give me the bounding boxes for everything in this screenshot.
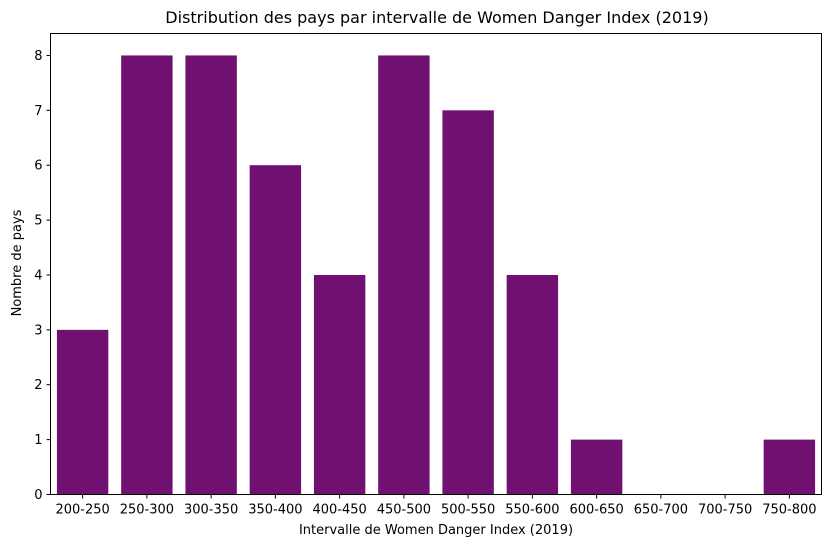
y-tick-label: 7 bbox=[34, 104, 42, 119]
y-tick-label: 5 bbox=[34, 214, 42, 229]
y-tick-label: 3 bbox=[34, 323, 42, 338]
x-tick-label: 250-300 bbox=[120, 503, 174, 518]
x-tick-label: 300-350 bbox=[184, 503, 238, 518]
x-tick-label: 700-750 bbox=[698, 503, 752, 518]
y-tick-label: 6 bbox=[34, 159, 42, 174]
y-axis-title: Nombre de pays bbox=[10, 209, 25, 316]
x-tick-label: 600-650 bbox=[569, 503, 623, 518]
chart-title: Distribution des pays par intervalle de … bbox=[165, 8, 708, 27]
bar-750-800 bbox=[763, 439, 816, 495]
bar-350-400 bbox=[249, 165, 302, 495]
y-tick-label: 8 bbox=[34, 49, 42, 64]
y-tick-label: 1 bbox=[34, 433, 42, 448]
y-tick-label: 0 bbox=[34, 488, 42, 503]
y-tick-label: 2 bbox=[34, 378, 42, 393]
x-tick-label: 350-400 bbox=[248, 503, 302, 518]
x-tick-label: 400-450 bbox=[312, 503, 366, 518]
x-tick-label: 200-250 bbox=[55, 503, 109, 518]
bar-200-250 bbox=[56, 329, 109, 495]
bar-400-450 bbox=[313, 274, 366, 495]
bars-layer bbox=[56, 55, 816, 495]
x-tick-label: 650-700 bbox=[634, 503, 688, 518]
x-tick-label: 500-550 bbox=[441, 503, 495, 518]
bar-500-550 bbox=[442, 110, 494, 495]
plot-frame bbox=[50, 33, 822, 495]
x-axis-title: Intervalle de Women Danger Index (2019) bbox=[299, 523, 573, 538]
y-tick-label: 4 bbox=[34, 268, 42, 283]
bar-550-600 bbox=[506, 274, 559, 495]
bar-250-300 bbox=[121, 55, 173, 495]
x-tick-label: 750-800 bbox=[762, 503, 816, 518]
bar-300-350 bbox=[185, 55, 237, 495]
x-tick-label: 550-600 bbox=[505, 503, 559, 518]
x-tick-label: 450-500 bbox=[377, 503, 431, 518]
x-axis-ticks: 200-250 250-300 300-350 350-400 400-450 450-5… bbox=[55, 494, 817, 518]
y-axis-ticks: 0 1 2 3 4 5 6 7 8 bbox=[34, 49, 51, 503]
bar-600-650 bbox=[570, 439, 623, 495]
bar-450-500 bbox=[378, 55, 430, 495]
